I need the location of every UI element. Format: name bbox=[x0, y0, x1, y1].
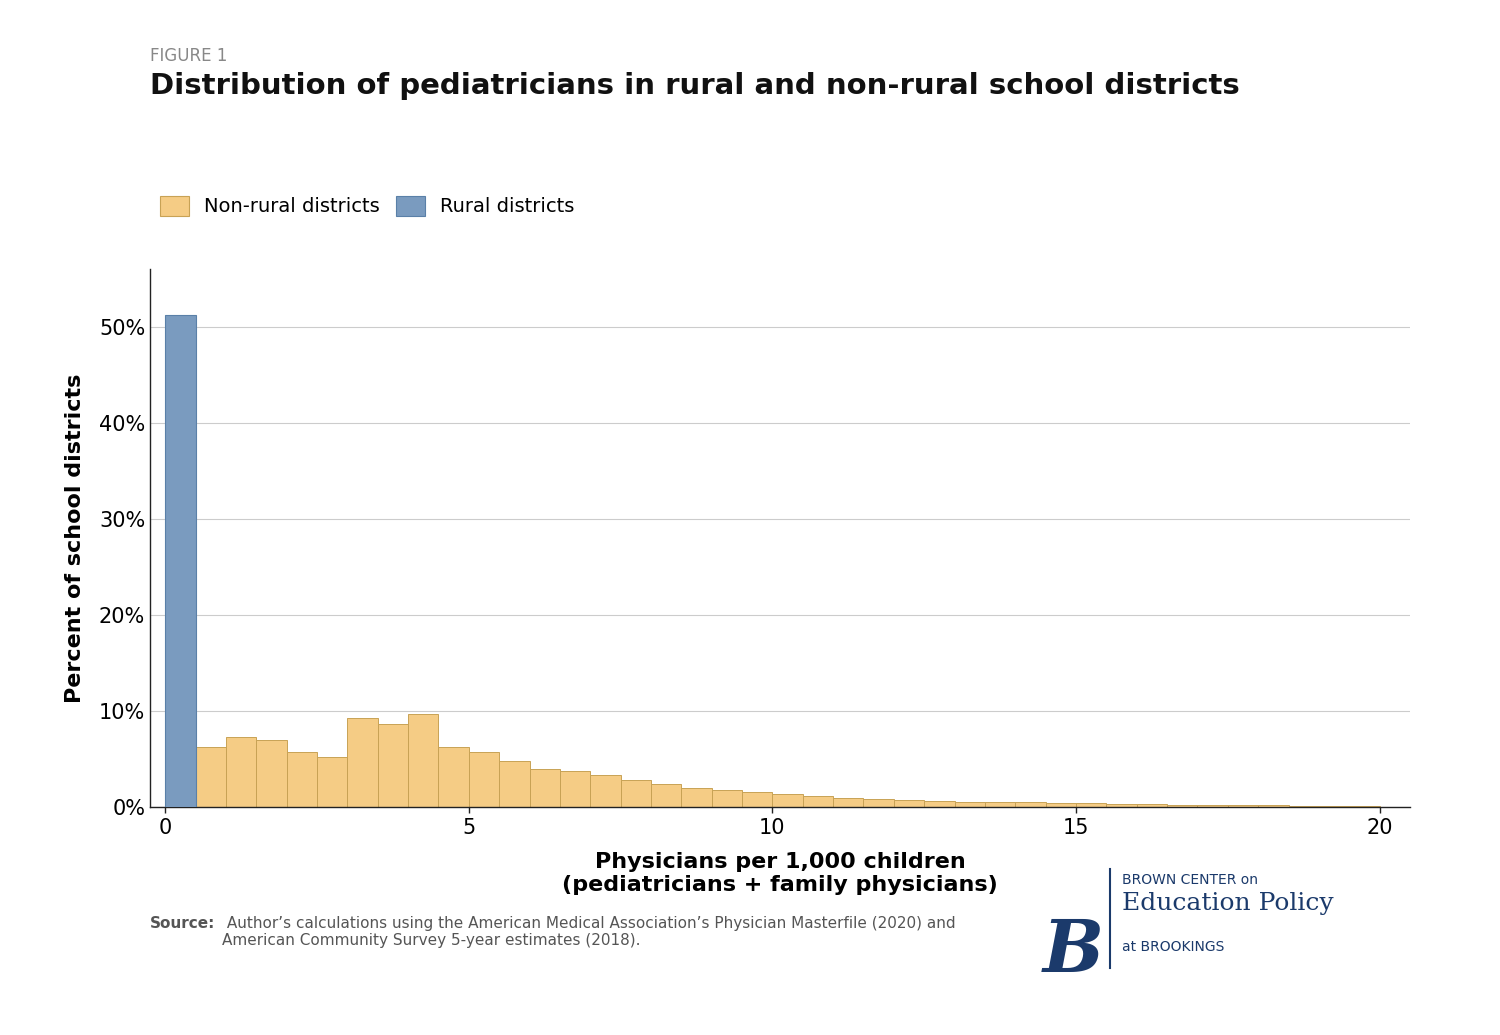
Bar bbox=[681, 788, 711, 807]
Text: B: B bbox=[1042, 916, 1104, 987]
Bar bbox=[530, 769, 560, 807]
Bar bbox=[438, 747, 470, 807]
Bar bbox=[864, 799, 894, 807]
Bar bbox=[408, 714, 438, 807]
Bar bbox=[1258, 805, 1288, 807]
Bar bbox=[924, 801, 954, 807]
Bar bbox=[348, 718, 378, 807]
Text: at BROOKINGS: at BROOKINGS bbox=[1122, 940, 1224, 954]
Bar bbox=[802, 796, 832, 807]
Bar bbox=[833, 798, 864, 807]
Text: Author’s calculations using the American Medical Association’s Physician Masterf: Author’s calculations using the American… bbox=[222, 916, 956, 948]
Bar bbox=[1076, 803, 1107, 807]
Text: Source:: Source: bbox=[150, 916, 216, 930]
Bar bbox=[1107, 804, 1137, 807]
Bar bbox=[560, 771, 590, 807]
Text: Distribution of pediatricians in rural and non-rural school districts: Distribution of pediatricians in rural a… bbox=[150, 72, 1239, 100]
Bar bbox=[470, 751, 500, 807]
Bar bbox=[742, 792, 772, 807]
Bar bbox=[1197, 805, 1228, 807]
X-axis label: Physicians per 1,000 children
(pediatricians + family physicians): Physicians per 1,000 children (pediatric… bbox=[562, 852, 998, 895]
Bar bbox=[316, 758, 348, 807]
Bar bbox=[256, 740, 286, 807]
Bar bbox=[165, 316, 195, 807]
Bar bbox=[621, 780, 651, 807]
Bar bbox=[226, 737, 256, 807]
Legend: Non-rural districts, Rural districts: Non-rural districts, Rural districts bbox=[159, 196, 574, 216]
Y-axis label: Percent of school districts: Percent of school districts bbox=[64, 374, 86, 703]
Bar bbox=[711, 790, 742, 807]
Bar bbox=[894, 800, 924, 807]
Bar bbox=[378, 723, 408, 807]
Bar bbox=[1046, 803, 1076, 807]
Text: Education Policy: Education Policy bbox=[1122, 892, 1334, 915]
Bar bbox=[1016, 802, 1046, 807]
Text: FIGURE 1: FIGURE 1 bbox=[150, 47, 228, 64]
Bar bbox=[1228, 805, 1258, 807]
Bar bbox=[590, 774, 621, 807]
Text: BROWN CENTER on: BROWN CENTER on bbox=[1122, 873, 1258, 887]
Bar bbox=[954, 801, 986, 807]
Bar bbox=[1167, 805, 1197, 807]
Bar bbox=[165, 697, 195, 807]
Bar bbox=[986, 802, 1016, 807]
Bar bbox=[195, 747, 226, 807]
Bar bbox=[772, 794, 802, 807]
Bar bbox=[286, 751, 316, 807]
Bar bbox=[651, 785, 681, 807]
Bar bbox=[500, 761, 530, 807]
Bar bbox=[1137, 804, 1167, 807]
